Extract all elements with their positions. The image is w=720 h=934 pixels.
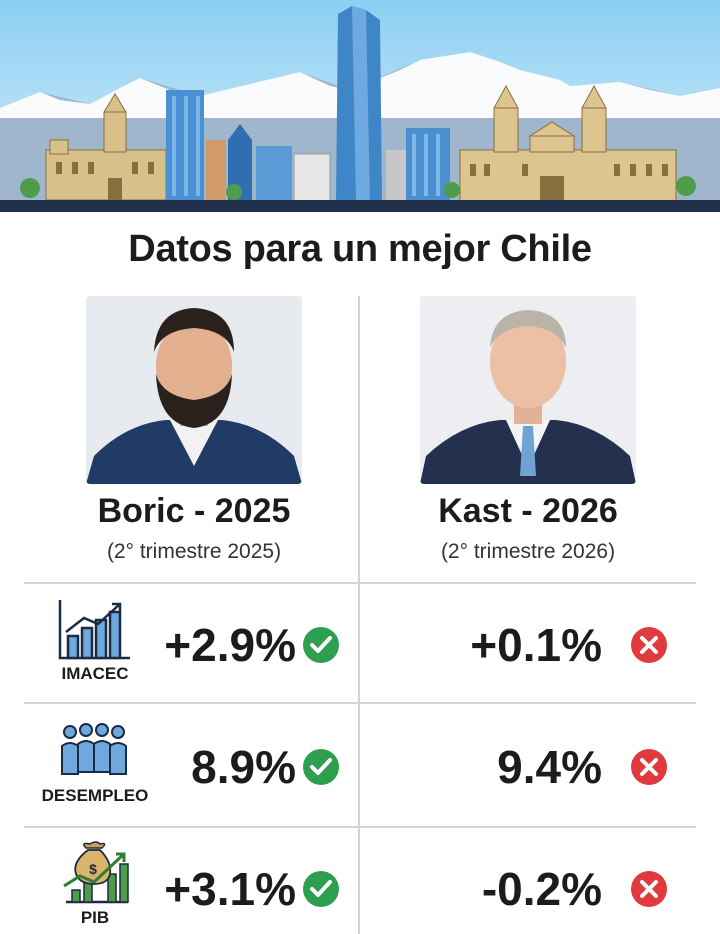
metric-label-desempleo: DESEMPLEO (41, 786, 149, 805)
column-divider (358, 296, 360, 934)
money-bag-growth-icon: $ (50, 840, 140, 910)
svg-text:$: $ (89, 861, 97, 877)
cross-icon (630, 626, 668, 664)
metric-label-imacec: IMACEC (61, 664, 129, 683)
cross-icon (630, 748, 668, 786)
check-icon (302, 626, 340, 664)
candidate-period-left: (2° trimestre 2025) (106, 540, 282, 563)
cross-icon (630, 870, 668, 908)
candidate-name-left: Boric - 2025 (97, 492, 291, 530)
bar-chart-growth-icon (50, 596, 140, 666)
candidate-portrait-left (86, 296, 302, 484)
page-title: Datos para un mejor Chile (128, 228, 592, 270)
check-icon (302, 748, 340, 786)
row-divider (24, 582, 696, 584)
metric-value-left: +2.9% (164, 619, 296, 671)
row-divider (24, 826, 696, 828)
candidate-period-right: (2° trimestre 2026) (440, 540, 616, 563)
metric-value-right: +0.1% (470, 619, 602, 671)
santiago-skyline-banner (0, 0, 720, 212)
metric-label-pib: PIB (80, 908, 110, 927)
people-group-icon (50, 718, 140, 788)
row-divider (24, 702, 696, 704)
candidate-name-right: Kast - 2026 (438, 492, 618, 530)
metric-value-left: +3.1% (164, 863, 296, 915)
candidate-portrait-right (420, 296, 636, 484)
metric-value-right: -0.2% (481, 863, 602, 915)
metric-value-right: 9.4% (497, 741, 602, 793)
metric-value-left: 8.9% (191, 741, 296, 793)
check-icon (302, 870, 340, 908)
